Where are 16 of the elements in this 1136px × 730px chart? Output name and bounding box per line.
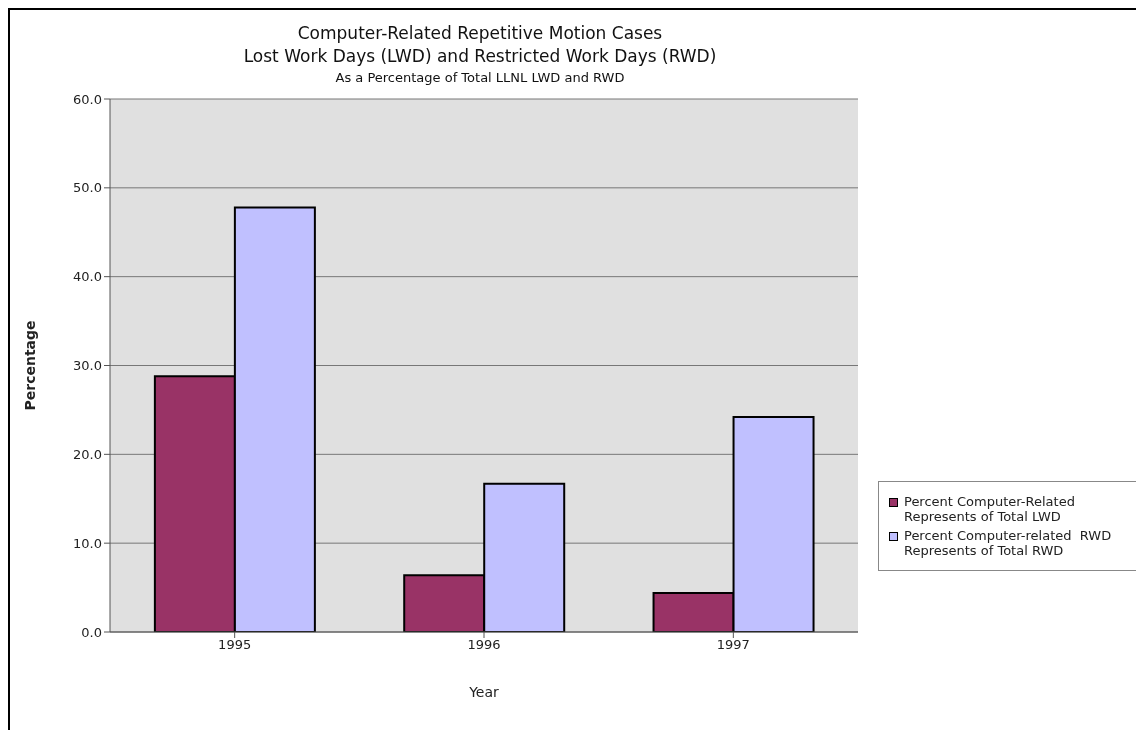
y-tick-label: 10.0 (73, 535, 102, 551)
x-tick-label: 1997 (716, 637, 750, 653)
y-tick-label: 60.0 (73, 91, 102, 107)
legend-label: Percent Computer-Related Represents of Total LWD (904, 494, 1076, 524)
x-tick-label: 1995 (218, 637, 252, 653)
legend-label: Percent Computer-related RWD Represents of Total RWD (904, 528, 1113, 558)
x-tick-label: 1996 (467, 637, 501, 653)
chart-subtitle: As a Percentage of Total LLNL LWD and RWD (334, 69, 626, 87)
y-tick-label: 40.0 (73, 269, 102, 285)
y-tick-label: 0.0 (81, 624, 102, 640)
chart-title: Computer-Related Repetitive Motion Cases Lost Work Days (LWD) and Restricted Work Days (RWD) (242, 22, 718, 68)
x-axis-title: Year (468, 684, 500, 700)
y-tick-label: 30.0 (73, 358, 102, 374)
y-axis-title: Percentage (21, 320, 38, 411)
y-tick-label: 20.0 (73, 446, 102, 462)
y-tick-label: 50.0 (73, 180, 102, 196)
